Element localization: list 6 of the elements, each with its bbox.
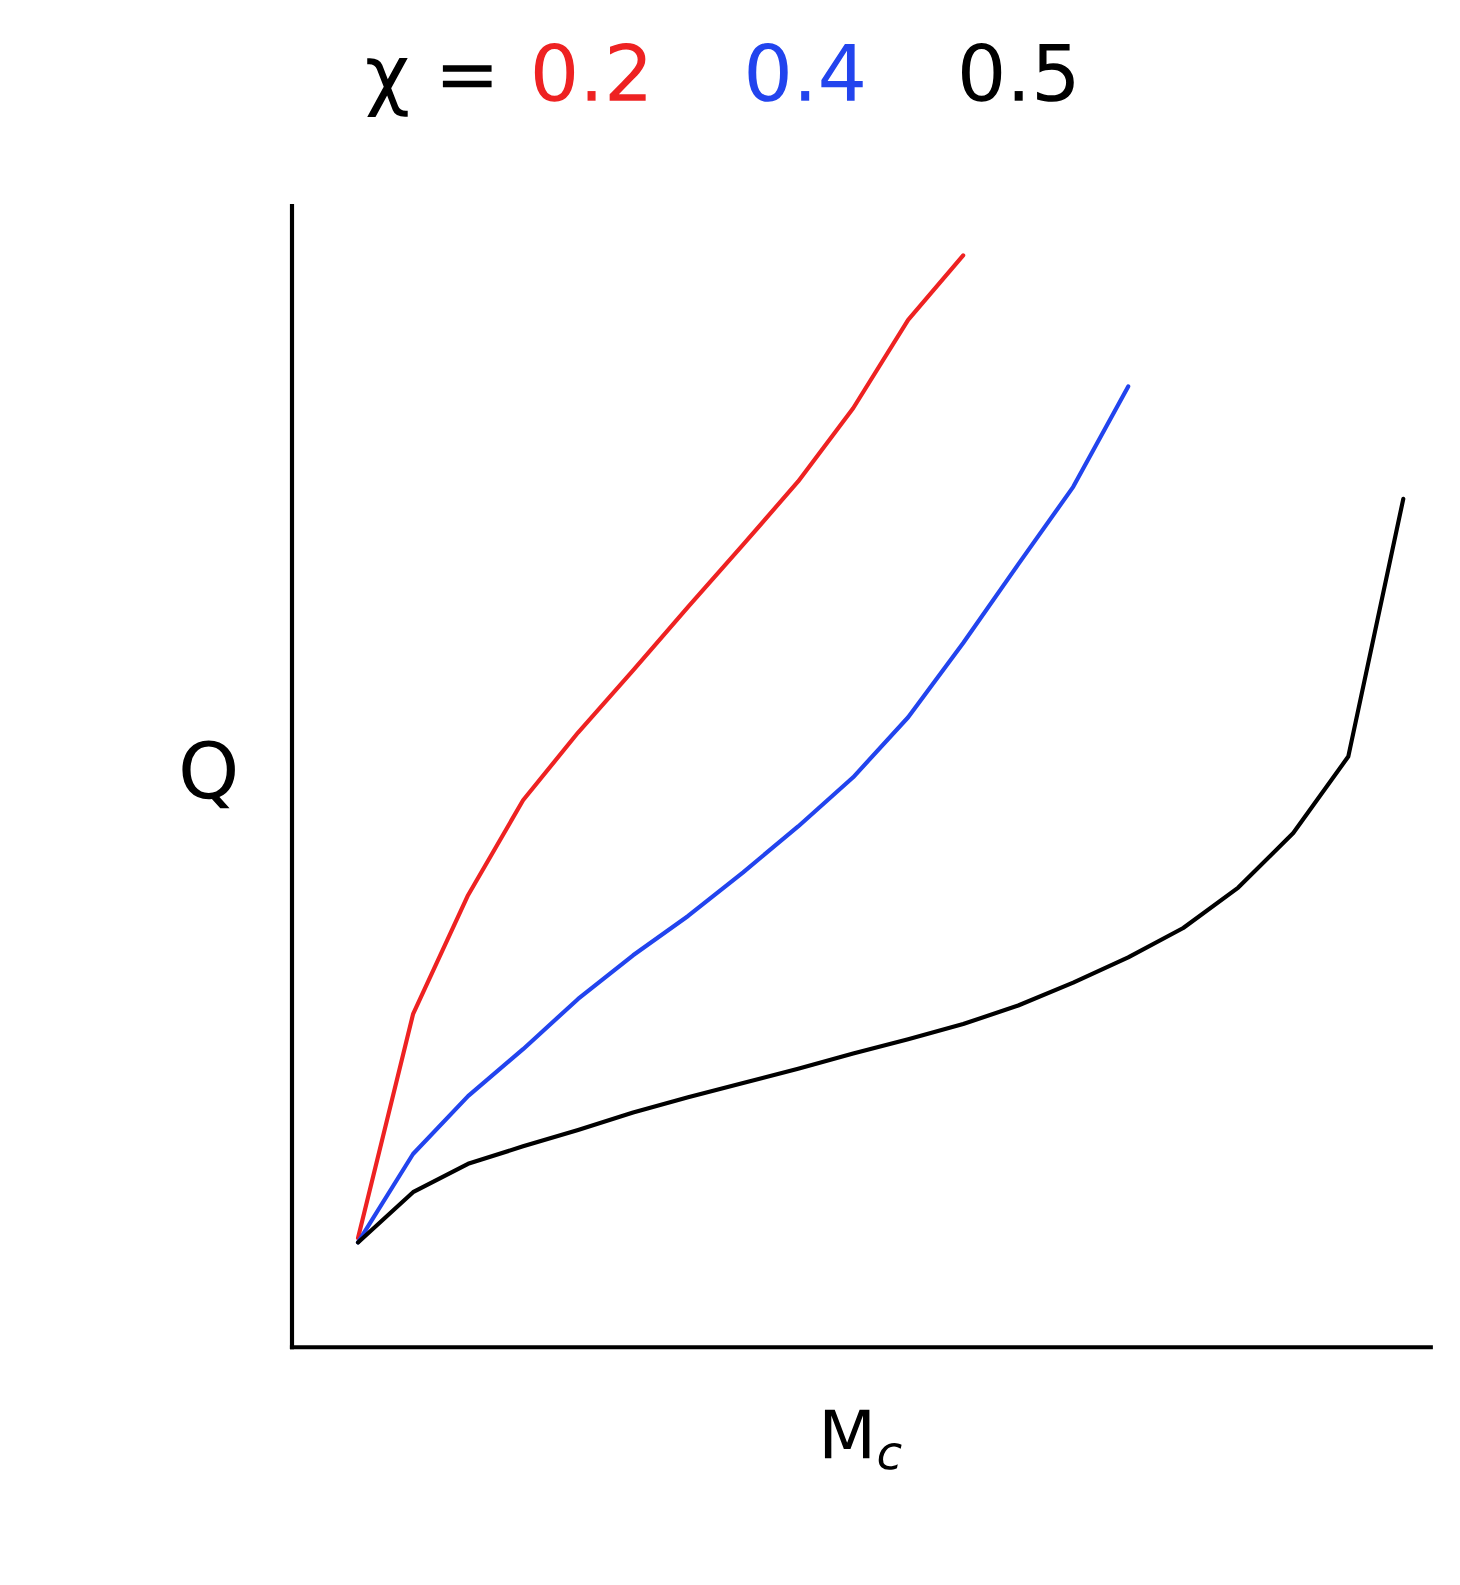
- text: 0.4: [748, 42, 863, 102]
- text: 0.2: [534, 42, 646, 102]
- text: 0.5: [962, 42, 1074, 102]
- y-axis-title: Q: [182, 740, 235, 809]
- x-axis-title: M$_{c}$: [824, 1409, 902, 1470]
- chart-title: χ =: [367, 58, 492, 117]
